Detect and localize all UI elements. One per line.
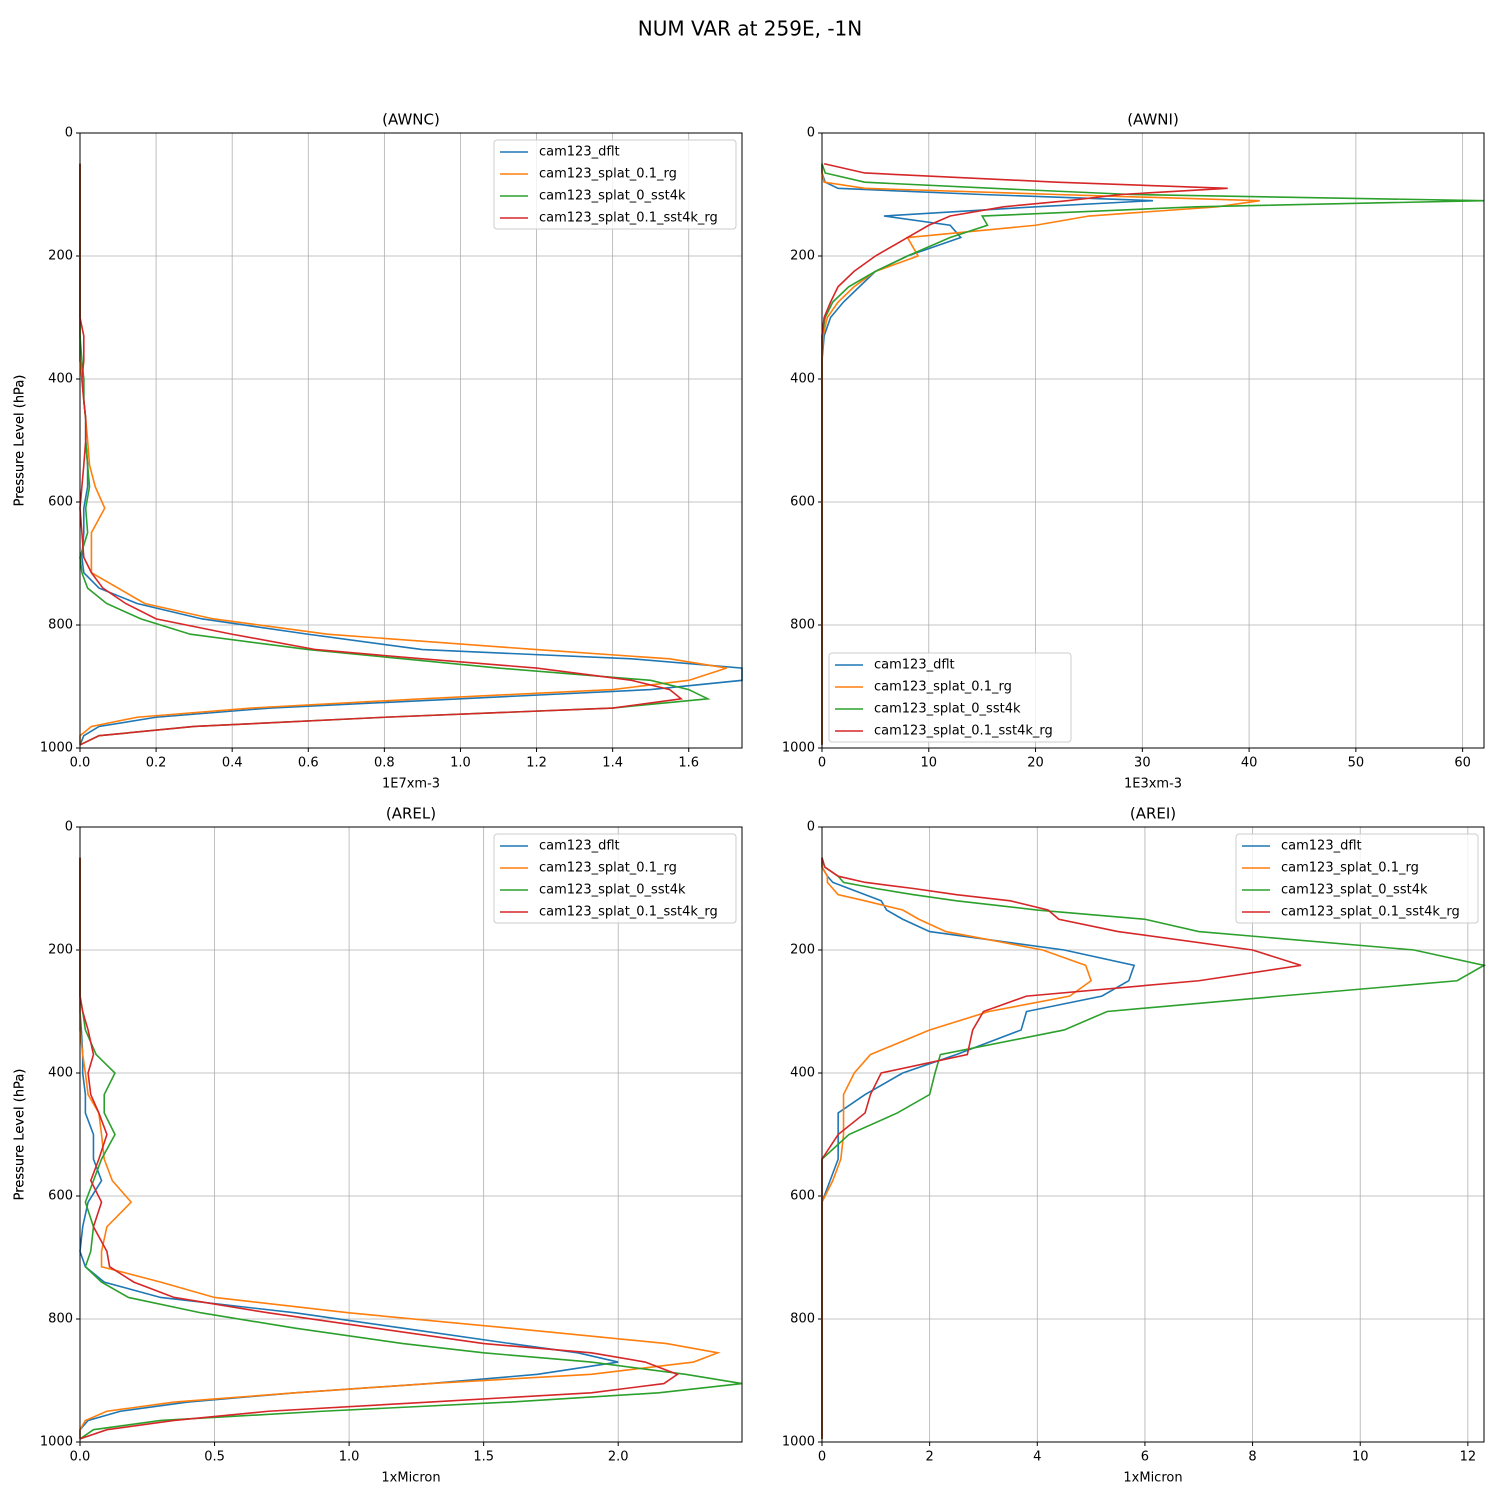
x-tick-label: 6 <box>1141 1450 1149 1465</box>
y-tick-label: 200 <box>790 943 815 958</box>
subplot-title: (AREL) <box>386 805 436 823</box>
y-tick-label: 800 <box>790 618 815 633</box>
plot-frame <box>79 132 743 749</box>
y-axis-label: Pressure Level (hPa) <box>13 1069 28 1201</box>
legend-label: cam123_splat_0_sst4k <box>539 189 686 204</box>
y-tick-label: 200 <box>790 249 815 264</box>
x-tick-label: 60 <box>1454 756 1471 771</box>
x-tick-label: 50 <box>1348 756 1365 771</box>
x-tick-label: 1.6 <box>678 756 699 771</box>
x-tick-label: 0.5 <box>204 1450 225 1465</box>
y-axis-label: Pressure Level (hPa) <box>13 1069 28 1201</box>
y-tick-label: 200 <box>48 943 73 958</box>
legend-label: cam123_splat_0_sst4k <box>1281 883 1428 898</box>
legend-label: cam123_dflt <box>874 658 955 673</box>
legend-label: cam123_dflt <box>1281 839 1362 854</box>
x-axis-label: 1E3xm-3 <box>1124 777 1182 792</box>
x-tick-label: 30 <box>1134 756 1151 771</box>
y-tick-label: 400 <box>790 372 815 387</box>
y-tick-label: 800 <box>48 618 73 633</box>
x-tick-label: 2 <box>926 1450 934 1465</box>
y-tick-label: 1000 <box>40 1435 73 1450</box>
y-tick-label: 400 <box>48 372 73 387</box>
y-tick-label: 1000 <box>782 741 815 756</box>
legend-label: cam123_splat_0_sst4k <box>874 702 1021 717</box>
x-tick-label: 10 <box>921 756 938 771</box>
legend-box <box>493 139 737 230</box>
y-tick-label: 0 <box>807 126 815 141</box>
subplot-title: (AWNC) <box>382 111 440 129</box>
x-tick-label: 0.6 <box>298 756 319 771</box>
legend-label: cam123_splat_0.1_sst4k_rg <box>539 905 718 920</box>
y-tick-label: 0 <box>65 820 73 835</box>
x-tick-label: 0 <box>818 756 826 771</box>
legend-box <box>1235 833 1479 924</box>
plot-frame <box>79 826 743 1443</box>
x-tick-label: 0 <box>818 1450 826 1465</box>
legend-label: cam123_splat_0.1_sst4k_rg <box>1281 905 1460 920</box>
y-tick-label: 800 <box>48 1312 73 1327</box>
legend-label: cam123_splat_0_sst4k <box>539 883 686 898</box>
x-tick-label: 1.2 <box>526 756 547 771</box>
x-tick-label: 0.8 <box>374 756 395 771</box>
x-tick-label: 1.0 <box>450 756 471 771</box>
y-tick-label: 1000 <box>782 1435 815 1450</box>
x-axis-label: 1xMicron <box>381 1471 440 1486</box>
y-tick-label: 800 <box>790 1312 815 1327</box>
legend-box <box>828 652 1072 743</box>
legend-label: cam123_dflt <box>539 839 620 854</box>
y-tick-label: 400 <box>48 1066 73 1081</box>
x-axis-label: 1E7xm-3 <box>382 777 440 792</box>
y-tick-label: 1000 <box>40 741 73 756</box>
x-tick-label: 0.4 <box>222 756 243 771</box>
y-tick-label: 600 <box>790 1189 815 1204</box>
figure-title: NUM VAR at 259E, -1N <box>638 17 862 41</box>
y-tick-label: 600 <box>790 495 815 510</box>
x-tick-label: 20 <box>1027 756 1044 771</box>
x-axis-label: 1xMicron <box>1123 1471 1182 1486</box>
legend-label: cam123_splat_0.1_rg <box>1281 861 1419 876</box>
x-tick-label: 12 <box>1460 1450 1477 1465</box>
legend-label: cam123_splat_0.1_sst4k_rg <box>874 724 1053 739</box>
x-tick-label: 8 <box>1248 1450 1256 1465</box>
x-tick-label: 4 <box>1033 1450 1041 1465</box>
x-tick-label: 2.0 <box>608 1450 629 1465</box>
subplot-title: (AWNI) <box>1127 111 1179 129</box>
x-tick-label: 40 <box>1241 756 1258 771</box>
legend-label: cam123_splat_0.1_rg <box>539 167 677 182</box>
x-tick-label: 0.0 <box>70 1450 91 1465</box>
x-tick-label: 1.5 <box>473 1450 494 1465</box>
legend-label: cam123_splat_0.1_rg <box>539 861 677 876</box>
y-tick-label: 600 <box>48 1189 73 1204</box>
legend-box <box>493 833 737 924</box>
subplot-title: (AREI) <box>1130 805 1176 823</box>
y-tick-label: 200 <box>48 249 73 264</box>
plot-frame <box>821 826 1485 1443</box>
y-axis-label: Pressure Level (hPa) <box>13 375 28 507</box>
x-tick-label: 0.0 <box>70 756 91 771</box>
y-tick-label: 0 <box>65 126 73 141</box>
legend-label: cam123_splat_0.1_rg <box>874 680 1012 695</box>
x-tick-label: 0.2 <box>146 756 167 771</box>
x-tick-label: 1.4 <box>602 756 623 771</box>
plot-frame <box>821 132 1485 749</box>
y-tick-label: 0 <box>807 820 815 835</box>
legend-label: cam123_dflt <box>539 145 620 160</box>
x-tick-label: 1.0 <box>339 1450 360 1465</box>
x-tick-label: 10 <box>1352 1450 1369 1465</box>
y-axis-label: Pressure Level (hPa) <box>13 375 28 507</box>
legend-label: cam123_splat_0.1_sst4k_rg <box>539 211 718 226</box>
y-tick-label: 600 <box>48 495 73 510</box>
y-tick-label: 400 <box>790 1066 815 1081</box>
